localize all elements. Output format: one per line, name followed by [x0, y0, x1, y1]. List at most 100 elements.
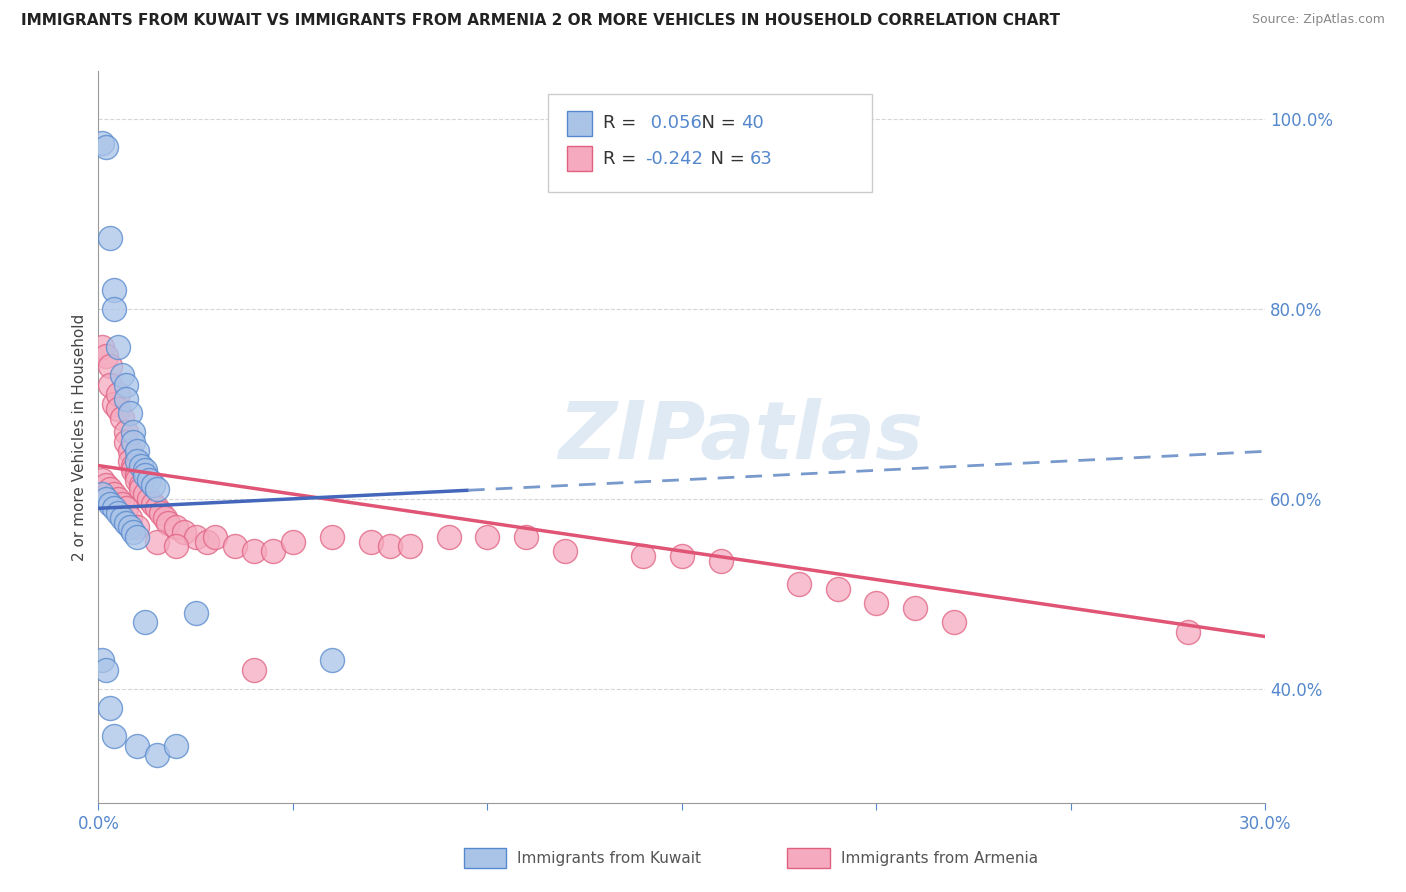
Point	[103, 283, 125, 297]
Point	[122, 463, 145, 477]
Text: Immigrants from Kuwait: Immigrants from Kuwait	[517, 851, 702, 865]
Point	[103, 397, 125, 411]
Point	[122, 425, 145, 440]
Point	[107, 401, 129, 416]
Point	[398, 539, 420, 553]
Point	[146, 483, 169, 497]
Point	[515, 530, 537, 544]
Point	[98, 230, 121, 244]
Point	[827, 582, 849, 596]
Point	[107, 506, 129, 520]
Point	[118, 520, 141, 534]
Point	[98, 701, 121, 715]
Point	[96, 349, 118, 363]
Point	[477, 530, 499, 544]
Point	[122, 458, 145, 473]
Point	[129, 458, 152, 473]
Point	[114, 392, 136, 406]
Text: Immigrants from Armenia: Immigrants from Armenia	[841, 851, 1038, 865]
Point	[243, 544, 266, 558]
Point	[118, 406, 141, 420]
Point	[91, 340, 114, 354]
Point	[146, 748, 169, 763]
Point	[111, 511, 134, 525]
Point	[671, 549, 693, 563]
Point	[437, 530, 460, 544]
Point	[184, 606, 207, 620]
Point	[165, 520, 187, 534]
Point	[111, 368, 134, 383]
Point	[142, 477, 165, 491]
Point	[114, 501, 136, 516]
Point	[146, 534, 169, 549]
Point	[127, 444, 149, 458]
Point	[1177, 624, 1199, 639]
Point	[380, 539, 402, 553]
Point	[173, 524, 195, 539]
Point	[114, 425, 136, 440]
Text: R =: R =	[603, 114, 643, 132]
Point	[103, 301, 125, 316]
Point	[281, 534, 304, 549]
Point	[127, 520, 149, 534]
Point	[195, 534, 218, 549]
Point	[96, 663, 118, 677]
Text: N =: N =	[690, 114, 742, 132]
Point	[107, 491, 129, 506]
Point	[111, 411, 134, 425]
Point	[91, 653, 114, 667]
Y-axis label: 2 or more Vehicles in Household: 2 or more Vehicles in Household	[72, 313, 87, 561]
Point	[96, 140, 118, 154]
Point	[118, 511, 141, 525]
Point	[98, 377, 121, 392]
Point	[146, 501, 169, 516]
Point	[262, 544, 284, 558]
Point	[165, 739, 187, 753]
Text: IMMIGRANTS FROM KUWAIT VS IMMIGRANTS FROM ARMENIA 2 OR MORE VEHICLES IN HOUSEHOL: IMMIGRANTS FROM KUWAIT VS IMMIGRANTS FRO…	[21, 13, 1060, 29]
Point	[91, 473, 114, 487]
Point	[107, 340, 129, 354]
Point	[184, 530, 207, 544]
Point	[98, 359, 121, 373]
Point	[114, 434, 136, 449]
Point	[96, 477, 118, 491]
Point	[127, 454, 149, 468]
Point	[138, 491, 160, 506]
Text: Source: ZipAtlas.com: Source: ZipAtlas.com	[1251, 13, 1385, 27]
Point	[865, 596, 887, 610]
Point	[96, 491, 118, 506]
Point	[118, 444, 141, 458]
Text: 63: 63	[749, 150, 772, 168]
Point	[360, 534, 382, 549]
Point	[138, 473, 160, 487]
Point	[127, 530, 149, 544]
Point	[127, 468, 149, 483]
Point	[134, 615, 156, 630]
Text: N =: N =	[699, 150, 751, 168]
Point	[122, 524, 145, 539]
Point	[224, 539, 246, 553]
Point	[127, 739, 149, 753]
Point	[98, 497, 121, 511]
Point	[134, 487, 156, 501]
Point	[134, 468, 156, 483]
Point	[98, 483, 121, 497]
Point	[157, 516, 180, 530]
Point	[153, 511, 176, 525]
Point	[118, 454, 141, 468]
Point	[710, 553, 733, 567]
Point	[243, 663, 266, 677]
Point	[129, 477, 152, 491]
Point	[165, 539, 187, 553]
Point	[321, 530, 343, 544]
Point	[142, 497, 165, 511]
Point	[122, 434, 145, 449]
Point	[204, 530, 226, 544]
Point	[111, 497, 134, 511]
Point	[107, 387, 129, 401]
Text: 0.056: 0.056	[645, 114, 702, 132]
Point	[554, 544, 576, 558]
Point	[129, 483, 152, 497]
Point	[103, 501, 125, 516]
Point	[149, 506, 172, 520]
